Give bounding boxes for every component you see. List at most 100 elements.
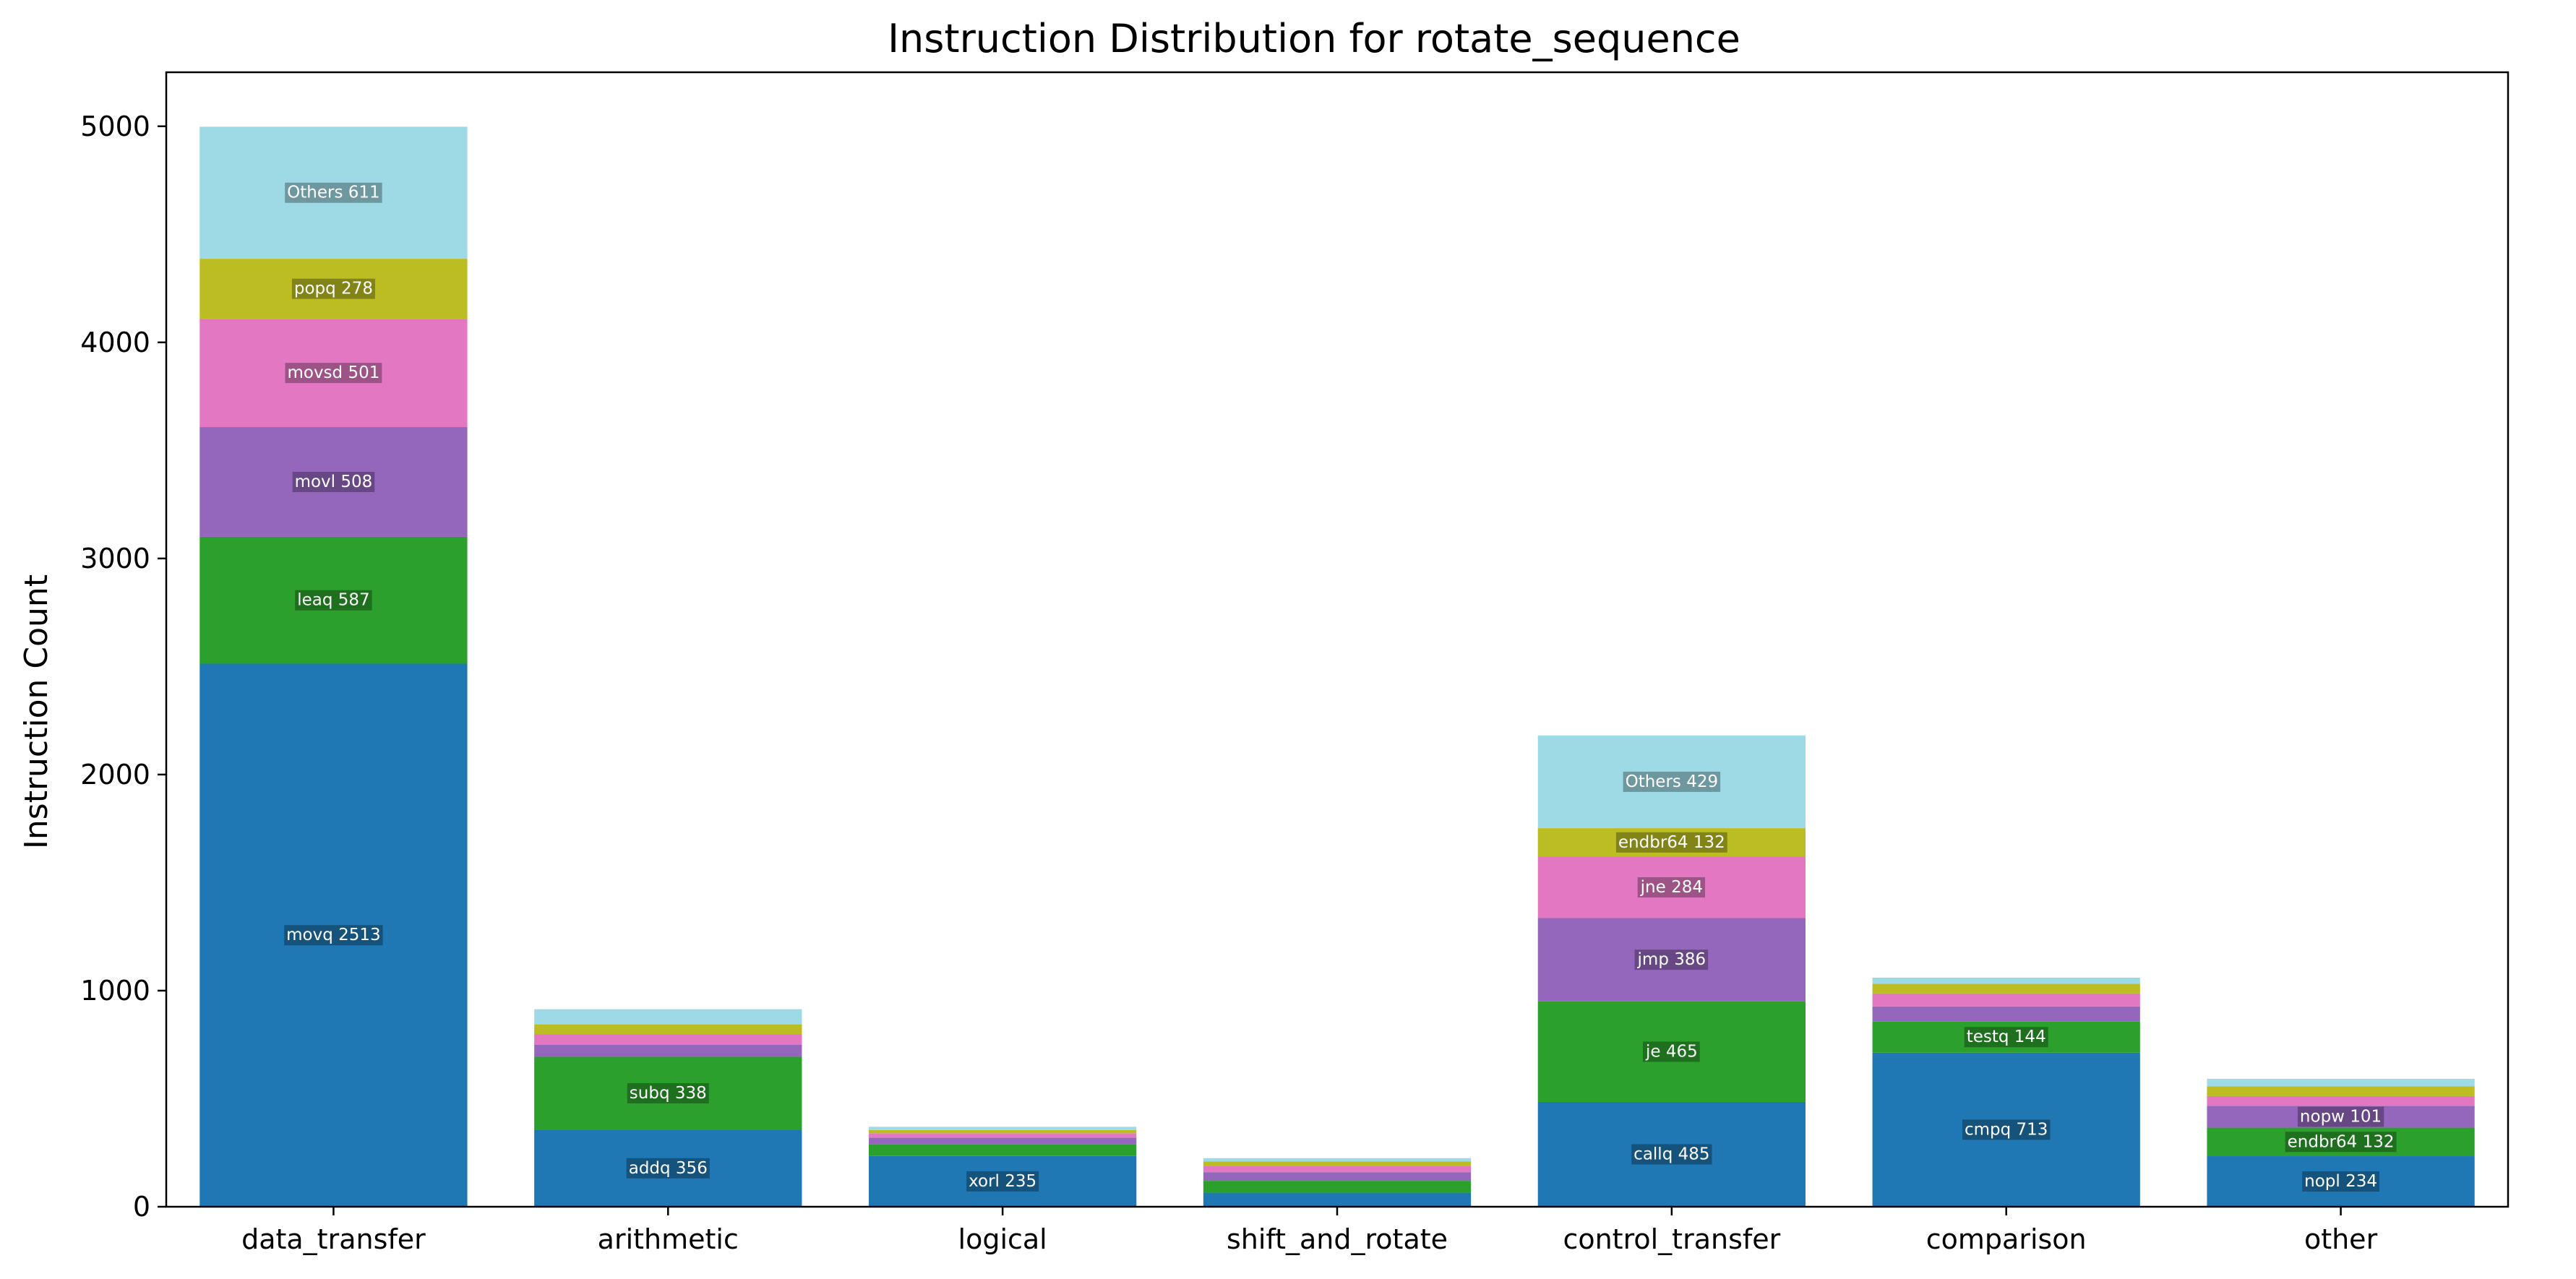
segment-label-background [626, 1158, 710, 1179]
bar-segment [1537, 735, 1806, 829]
bar-segment [199, 319, 468, 428]
segment-label: leaq 587 [295, 590, 372, 611]
bar-segment [534, 1024, 802, 1035]
segment-label-text: Others 429 [1626, 772, 1719, 791]
x-tick-label: control_transfer [1563, 1223, 1780, 1255]
segment-label-background [1637, 877, 1706, 898]
segment-label-text: callq 485 [1633, 1145, 1709, 1163]
bar-segment [2207, 1095, 2475, 1106]
bar-segment [2207, 1127, 2475, 1157]
bar-segment [1203, 1192, 1472, 1207]
x-tick-label: logical [958, 1223, 1047, 1255]
y-tick-label: 3000 [80, 543, 150, 574]
bar-segment [199, 536, 468, 664]
bar-segment [1537, 918, 1806, 1002]
segment-label: nopl 234 [2302, 1171, 2380, 1192]
segment-label-background [1634, 949, 1709, 970]
segment-label: testq 144 [1964, 1027, 2048, 1048]
segment-label: movsd 501 [285, 363, 382, 384]
bar-segment [1872, 983, 2140, 994]
bar-segment [869, 1127, 1137, 1130]
bar-segment [199, 663, 468, 1207]
segment-label-background [285, 182, 382, 203]
bar-segment [1203, 1172, 1472, 1181]
bar-segment [869, 1144, 1137, 1156]
bar-segment [1203, 1161, 1472, 1166]
segment-label-background [1962, 1119, 2051, 1140]
bar-segment [534, 1056, 802, 1130]
segment-label-text: endbr64 132 [2288, 1132, 2395, 1151]
bar-segment [2207, 1086, 2475, 1096]
segment-label-text: nopw 101 [2300, 1107, 2382, 1126]
segment-label-text: movsd 501 [287, 363, 379, 382]
bar-segment [1872, 993, 2140, 1007]
bar-segment [199, 259, 468, 319]
bar-segment [869, 1137, 1137, 1145]
bars-layer [199, 126, 2475, 1207]
bar-segment [534, 1129, 802, 1207]
bar-segment [1203, 1181, 1472, 1193]
segment-label-background [2302, 1171, 2380, 1192]
bar-segment [869, 1129, 1137, 1134]
bar-segment [1872, 978, 2140, 984]
segment-label: Others 611 [285, 182, 382, 203]
y-tick-label: 2000 [80, 759, 150, 791]
segment-label: subq 338 [627, 1083, 709, 1103]
x-tick-label: shift_and_rotate [1227, 1223, 1448, 1255]
bar-segment [1872, 1021, 2140, 1053]
y-tick-label: 1000 [80, 975, 150, 1007]
segment-label: jmp 386 [1634, 949, 1709, 970]
segment-label-text: testq 144 [1967, 1028, 2046, 1046]
bar-segment [1872, 1006, 2140, 1022]
segment-label: jne 284 [1637, 877, 1706, 898]
segment-label-background [284, 925, 383, 946]
segment-label: je 465 [1642, 1041, 1700, 1062]
segment-label-background [1964, 1027, 2048, 1048]
bar-segment [534, 1034, 802, 1046]
x-axis-ticks: data_transfer arithmetic logical shift_and_… [241, 1207, 2378, 1255]
bar-segment [534, 1009, 802, 1025]
bar-segment [869, 1133, 1137, 1138]
segment-label-text: jmp 386 [1637, 950, 1706, 969]
segment-label: callq 485 [1631, 1144, 1712, 1165]
segment-label: xorl 235 [966, 1171, 1039, 1192]
x-tick-label: comparison [1926, 1223, 2087, 1255]
bar-segment [199, 427, 468, 537]
segment-label-background [2285, 1132, 2397, 1153]
bar-segment [1537, 856, 1806, 918]
segment-label-background [2297, 1106, 2384, 1127]
x-tick-label: data_transfer [241, 1223, 426, 1255]
segment-label-background [1631, 1144, 1712, 1165]
segment-label-text: Others 611 [287, 184, 380, 202]
segment-label-background [291, 278, 375, 299]
bar-segment [1537, 1001, 1806, 1102]
segment-label: movq 2513 [284, 925, 383, 946]
segment-label-text: cmpq 713 [1965, 1120, 2048, 1139]
segment-label-background [1615, 832, 1727, 853]
segment-label: popq 278 [291, 278, 375, 299]
bar-segment [1537, 1101, 1806, 1207]
segment-label-text: nopl 234 [2304, 1172, 2377, 1191]
segment-label-background [1642, 1041, 1700, 1062]
chart-title: Instruction Distribution for rotate_sequ… [888, 16, 1740, 61]
bar-segment [2207, 1106, 2475, 1128]
segment-label-background [285, 363, 382, 384]
segment-label-background [295, 590, 372, 611]
bar-segment [199, 126, 468, 259]
x-tick-label: other [2304, 1223, 2378, 1255]
bar-segment [2207, 1078, 2475, 1087]
segment-label-background [966, 1171, 1039, 1192]
segment-label-text: subq 338 [630, 1084, 707, 1103]
y-tick-label: 5000 [80, 111, 150, 142]
bar-segment [869, 1155, 1137, 1207]
bar-segment [2207, 1156, 2475, 1207]
segment-label-text: popq 278 [294, 280, 373, 298]
segment-labels-layer: movq 2513 leaq 587 movl 508 movsd 501 popq 2… [284, 182, 2397, 1192]
y-tick-label: 0 [133, 1191, 150, 1223]
segment-label-background [627, 1083, 709, 1103]
bar-segment [1203, 1158, 1472, 1162]
y-axis-ticks: 0 1000 2000 3000 4000 5000 [80, 111, 166, 1223]
segment-label: nopw 101 [2297, 1106, 2384, 1127]
segment-label-text: movl 508 [295, 473, 373, 491]
